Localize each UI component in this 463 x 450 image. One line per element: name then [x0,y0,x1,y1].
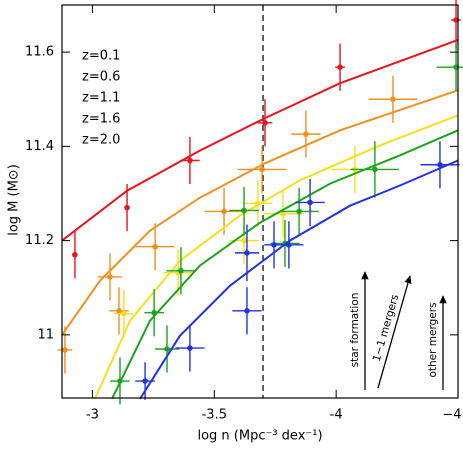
data-point [372,166,378,173]
data-point [62,347,68,353]
fit-curve [61,89,459,336]
annotation: star formation [349,293,361,368]
data-point [244,308,250,314]
data-point [152,243,158,250]
y-tick-label: 11.4 [25,139,54,154]
legend-label: z=2.0 [82,133,120,148]
x-tick-label: -3 [86,408,99,423]
legend-label: z=0.6 [82,70,120,85]
y-tick-label: 11.2 [25,233,54,248]
data-point [107,274,113,280]
data-point [142,378,148,384]
data-point [116,308,122,314]
data-point [187,345,193,351]
data-point [280,210,286,217]
data-point [72,251,78,258]
data-point [178,267,184,274]
y-axis-label: log M (M⊙) [7,164,22,236]
fit-curve [111,129,459,400]
data-point [390,96,396,103]
arrow [377,275,412,389]
data-point [164,346,170,352]
legend-label: z=0.1 [82,49,120,64]
fit-curve [139,159,459,400]
data-point [121,310,127,317]
legend-label: z=1.1 [82,91,120,106]
fit-curve [93,114,459,400]
annotation: other mergers [427,302,439,377]
x-tick-label: -4 [330,408,343,423]
y-tick-label: 11 [37,327,54,342]
data-point [271,242,277,248]
data-point [244,250,250,256]
annotation: 1−1 mergers [371,293,402,363]
data-point [124,204,130,211]
x-axis-label: log n (Mpc⁻³ dex⁻¹) [197,429,322,444]
legend-label: z=1.6 [82,112,120,127]
data-point [255,200,261,207]
data-point [262,120,268,126]
plot-area [57,0,463,405]
data-point [151,309,157,316]
x-tick-label: −4 [442,408,461,423]
data-point [117,378,123,384]
plot-frame [61,4,459,399]
data-point [221,208,227,215]
data-point [303,131,309,137]
data-point [286,242,292,248]
data-point [187,157,193,164]
data-point [259,166,265,173]
x-tick-label: -3.5 [202,408,227,423]
data-point [337,64,343,71]
data-point [307,199,313,206]
data-point [437,161,443,168]
data-point [296,208,302,215]
data-point [241,237,247,244]
fit-curve [61,38,459,242]
y-tick-label: 11.6 [25,45,54,60]
data-point [241,207,247,214]
